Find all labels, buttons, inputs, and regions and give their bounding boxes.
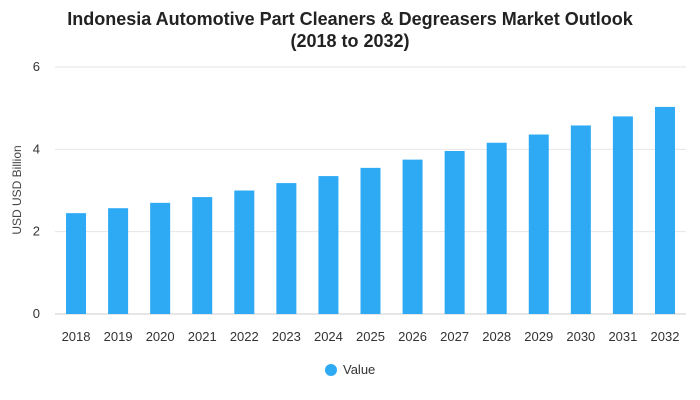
legend-marker-value [325, 364, 337, 376]
x-tick-label: 2018 [62, 329, 91, 344]
x-tick-label: 2031 [608, 329, 637, 344]
y-axis-label: USD USD Billion [10, 145, 24, 234]
bar-2030[interactable] [570, 125, 591, 314]
bar-2021[interactable] [192, 197, 213, 314]
x-tick-label: 2030 [566, 329, 595, 344]
y-tick-label: 0 [33, 306, 40, 321]
bar-2022[interactable] [234, 190, 255, 315]
bar-2019[interactable] [108, 208, 129, 314]
legend[interactable]: Value [325, 362, 375, 377]
bar-2023[interactable] [276, 183, 297, 314]
bar-2018[interactable] [66, 213, 87, 314]
bar-2029[interactable] [528, 134, 549, 314]
x-tick-label: 2022 [230, 329, 259, 344]
x-tick-label: 2027 [440, 329, 469, 344]
bar-2024[interactable] [318, 176, 339, 314]
bars [66, 106, 675, 315]
chart-title-line1: Indonesia Automotive Part Cleaners & Deg… [67, 9, 633, 29]
x-tick-label: 2028 [482, 329, 511, 344]
chart-title-line2: (2018 to 2032) [290, 31, 410, 51]
legend-label-value: Value [343, 362, 375, 377]
x-tick-label: 2019 [104, 329, 133, 344]
bar-2026[interactable] [402, 159, 423, 314]
x-tick-label: 2023 [272, 329, 301, 344]
x-tick-label: 2020 [146, 329, 175, 344]
bar-2028[interactable] [486, 142, 507, 314]
y-tick-label: 4 [33, 141, 40, 156]
bar-2032[interactable] [654, 106, 675, 314]
chart-title: Indonesia Automotive Part Cleaners & Deg… [0, 8, 700, 52]
bar-2031[interactable] [612, 116, 633, 315]
x-tick-label: 2026 [398, 329, 427, 344]
x-tick-label: 2025 [356, 329, 385, 344]
bar-2027[interactable] [444, 150, 465, 314]
x-tick-label: 2029 [524, 329, 553, 344]
x-axis-ticks: 2018 2019 2020 2021 2022 2023 2024 2025 2026 2027… [62, 329, 680, 344]
x-tick-label: 2032 [651, 329, 680, 344]
y-tick-label: 2 [33, 224, 40, 239]
x-tick-label: 2021 [188, 329, 217, 344]
y-axis-ticks: 0 2 4 6 [33, 59, 40, 321]
y-tick-label: 6 [33, 59, 40, 74]
bar-2025[interactable] [360, 167, 381, 314]
bar-2020[interactable] [150, 202, 171, 314]
x-tick-label: 2024 [314, 329, 343, 344]
